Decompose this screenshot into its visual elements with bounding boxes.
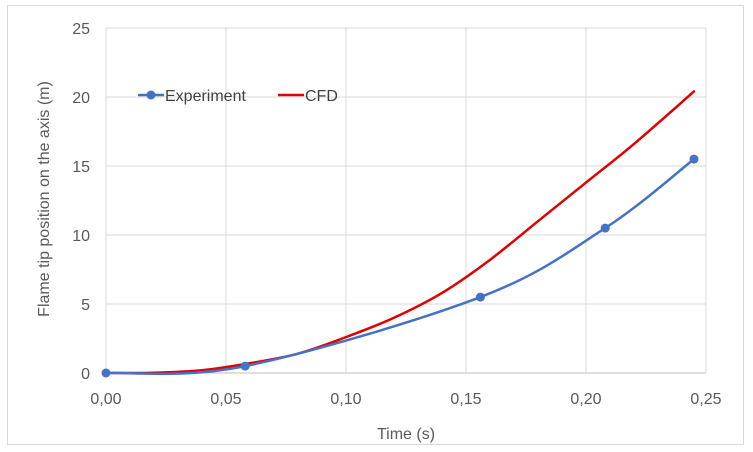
axis-layer: 0 5 10 15 20 25 0,00 0,05 0,10 0,15 0,20 0,25 — [72, 21, 721, 408]
x-tick-label: 0,10 — [330, 391, 361, 408]
y-tick-label: 10 — [72, 228, 90, 245]
y-tick-label: 15 — [72, 159, 90, 176]
data-point-experiment — [475, 292, 485, 302]
legend-marker-experiment — [146, 90, 156, 100]
y-tick-label: 5 — [81, 297, 90, 314]
x-tick-label: 0,00 — [90, 391, 121, 408]
x-axis-title: Time (s) — [377, 426, 435, 443]
x-tick-label: 0,05 — [210, 391, 241, 408]
chart-frame — [7, 5, 744, 445]
y-axis-title: Flame tip position on the axis (m) — [36, 81, 53, 317]
legend-label-experiment: Experiment — [165, 88, 246, 105]
x-tick-label: 0,20 — [570, 391, 601, 408]
x-tick-label: 0,25 — [690, 391, 721, 408]
series-layer — [101, 90, 699, 378]
data-point-experiment — [240, 361, 250, 371]
data-point-experiment — [689, 154, 699, 164]
series-line-experiment — [104, 157, 696, 376]
legend-label-cfd: CFD — [305, 88, 338, 105]
legend-item-cfd[interactable]: CFD — [278, 88, 338, 105]
x-tick-label: 0,15 — [450, 391, 481, 408]
grid-layer — [106, 27, 707, 373]
legend-item-experiment[interactable]: Experiment — [138, 88, 246, 105]
data-point-experiment — [600, 223, 610, 233]
y-tick-label: 0 — [81, 366, 90, 383]
data-point-experiment — [101, 368, 111, 378]
legend: Experiment CFD — [138, 88, 338, 105]
y-tick-label: 20 — [72, 90, 90, 107]
y-tick-label: 25 — [72, 21, 90, 38]
series-line-cfd — [104, 90, 696, 375]
